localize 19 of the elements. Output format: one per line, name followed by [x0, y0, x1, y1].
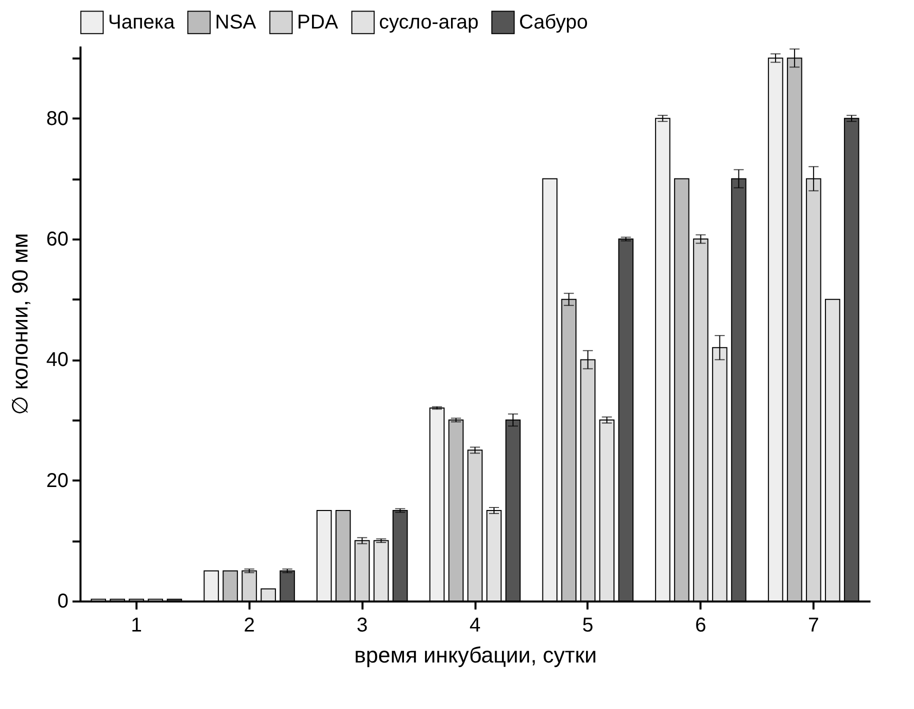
- legend-label: Чапека: [108, 11, 176, 34]
- x-axis-title: время инкубации, сутки: [354, 642, 597, 668]
- x-tick-label: 6: [695, 614, 706, 636]
- y-axis-title: ∅ колонии, 90 мм: [7, 233, 32, 415]
- x-tick-label: 5: [582, 614, 594, 636]
- y-tick-label: 0: [57, 590, 68, 612]
- y-tick-label: 60: [46, 228, 68, 251]
- legend-label: Сабуро: [519, 11, 588, 34]
- x-tick-label: 1: [130, 614, 142, 636]
- y-tick-label: 80: [46, 108, 68, 130]
- x-tick-label: 4: [469, 614, 481, 636]
- x-tick-label: 3: [356, 614, 368, 636]
- legend-label: PDA: [297, 11, 339, 34]
- y-tick-label: 40: [46, 349, 68, 372]
- legend-label: NSA: [215, 11, 257, 34]
- y-tick-label: 20: [46, 470, 68, 492]
- x-tick-label: 7: [808, 614, 820, 636]
- x-tick-label: 2: [244, 614, 255, 636]
- legend-label: сусло-агар: [379, 11, 479, 34]
